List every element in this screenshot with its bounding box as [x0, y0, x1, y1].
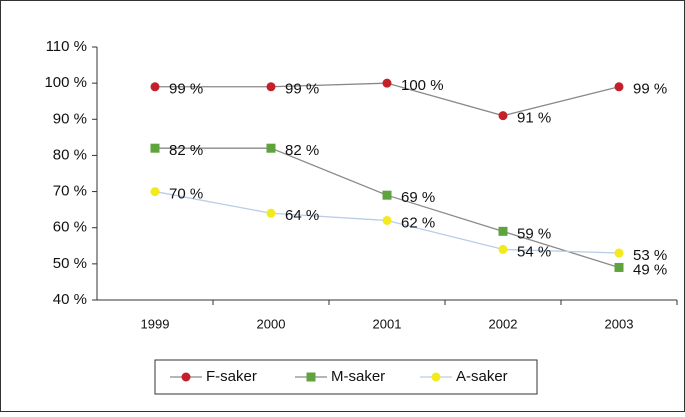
y-tick-label: 80 %: [53, 146, 87, 163]
data-point: [266, 82, 276, 92]
legend-box: [154, 359, 538, 395]
data-point: [614, 262, 624, 272]
data-point: [150, 143, 160, 153]
data-label: 99 %: [633, 81, 667, 98]
y-tick-label: 60 %: [53, 219, 87, 236]
data-label: 100 %: [401, 77, 444, 94]
data-point: [266, 143, 276, 153]
data-label: 82 %: [169, 142, 203, 159]
data-label: 54 %: [517, 243, 551, 260]
y-tick-label: 70 %: [53, 183, 87, 200]
data-point: [382, 215, 392, 225]
x-tick-label: 1999: [141, 316, 170, 331]
legend-marker: [181, 372, 191, 382]
data-point: [498, 244, 508, 254]
data-label: 64 %: [285, 207, 319, 224]
legend-marker: [306, 372, 316, 382]
legend-label: F-saker: [206, 368, 257, 385]
y-tick-label: 110 %: [46, 38, 87, 55]
data-point: [150, 187, 160, 197]
data-label: 53 %: [633, 247, 667, 264]
legend-label: M-saker: [331, 368, 385, 385]
y-tick-label: 90 %: [53, 110, 87, 127]
data-point: [614, 248, 624, 258]
data-label: 82 %: [285, 142, 319, 159]
x-tick-label: 2000: [257, 316, 286, 331]
x-tick-label: 2003: [605, 316, 634, 331]
data-label: 99 %: [285, 81, 319, 98]
data-point: [614, 82, 624, 92]
data-label: 69 %: [401, 189, 435, 206]
data-point: [266, 208, 276, 218]
data-point: [382, 78, 392, 88]
x-tick-label: 2001: [373, 316, 402, 331]
x-tick-label: 2002: [489, 316, 518, 331]
data-point: [150, 82, 160, 92]
data-label: 91 %: [517, 110, 551, 127]
data-point: [498, 226, 508, 236]
data-label: 49 %: [633, 261, 667, 278]
y-tick-label: 50 %: [53, 255, 87, 272]
data-label: 59 %: [517, 225, 551, 242]
data-point: [382, 190, 392, 200]
y-tick-label: 40 %: [53, 291, 87, 308]
data-label: 62 %: [401, 214, 435, 231]
y-tick-label: 100 %: [44, 74, 87, 91]
legend-label: A-saker: [456, 368, 508, 385]
legend-marker: [431, 372, 441, 382]
data-point: [498, 111, 508, 121]
data-label: 70 %: [169, 186, 203, 203]
data-label: 99 %: [169, 81, 203, 98]
